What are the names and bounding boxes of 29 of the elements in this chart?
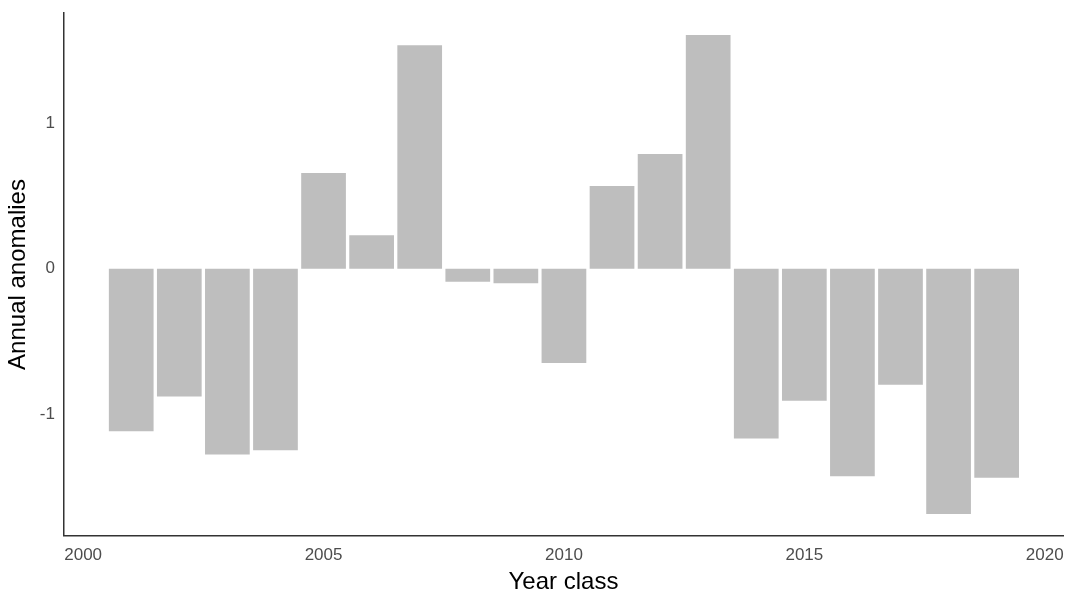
bar (733, 268, 779, 439)
bar (685, 34, 731, 269)
x-tick-label: 2005 (304, 544, 343, 564)
x-axis-title: Year class (508, 567, 619, 595)
bar (205, 268, 250, 455)
bar (781, 268, 827, 401)
y-axis-title: Annual anomalies (3, 179, 31, 370)
bar (349, 235, 394, 269)
bar (830, 268, 875, 477)
y-tick-label: 1 (45, 113, 55, 133)
bar (108, 268, 154, 432)
bar (397, 45, 443, 269)
x-tick-label: 2000 (64, 544, 103, 564)
y-tick-label: 0 (45, 258, 55, 278)
bar (156, 268, 202, 397)
bar (445, 268, 491, 282)
bar (637, 154, 683, 269)
bar (493, 268, 539, 284)
bar (589, 185, 635, 269)
x-tick-label: 2020 (1025, 544, 1064, 564)
x-tick-label: 2015 (785, 544, 824, 564)
x-tick-label: 2010 (545, 544, 583, 564)
bar (926, 268, 971, 515)
bar (541, 268, 587, 364)
bar (253, 268, 298, 451)
y-tick-label: -1 (39, 403, 55, 423)
bar (878, 268, 923, 385)
bar (301, 172, 346, 269)
bar (974, 268, 1020, 478)
